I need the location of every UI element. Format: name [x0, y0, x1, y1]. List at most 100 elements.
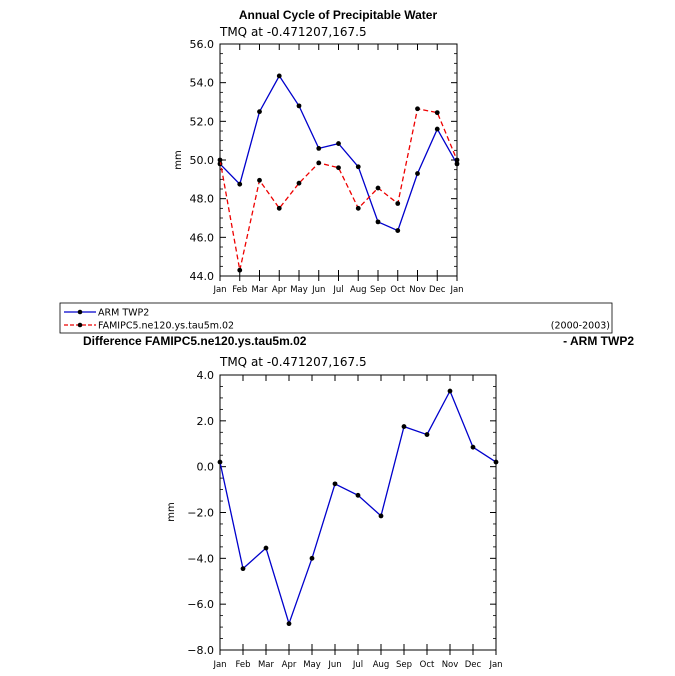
x-tick-label: Nov	[409, 285, 426, 295]
x-tick-label: Aug	[350, 285, 367, 295]
series-point	[286, 621, 292, 627]
y-tick-label: 50.0	[190, 154, 215, 167]
series-point	[375, 185, 381, 191]
series-point	[378, 513, 384, 519]
x-tick-label: Aug	[373, 660, 390, 670]
series-point	[257, 109, 262, 115]
series-point	[336, 141, 341, 146]
y-tick-label: 44.0	[190, 270, 215, 283]
series-point	[316, 146, 322, 151]
series-line-0	[219, 389, 497, 626]
series-point	[276, 205, 282, 211]
x-tick-label: Jan	[212, 660, 226, 670]
series-point	[332, 481, 338, 487]
y-tick-label: 0.0	[197, 461, 215, 474]
x-tick-label: Feb	[232, 285, 247, 295]
series-point	[424, 432, 430, 437]
chart1-subtitle: TMQ at -0.471207,167.5	[219, 25, 367, 39]
y-tick-label: 54.0	[190, 77, 215, 90]
y-tick-label: −2.0	[187, 507, 214, 520]
chart1-title: Annual Cycle of Precipitable Water	[239, 8, 438, 22]
legend-label-famipc5: FAMIPC5.ne120.ys.tau5m.02	[98, 321, 234, 332]
x-tick-label: Jul	[332, 285, 343, 295]
y-tick-label: 4.0	[197, 369, 215, 382]
chart2-title: Difference FAMIPC5.ne120.ys.tau5m.02	[83, 334, 307, 348]
chart1-ylabel: mm	[173, 150, 184, 169]
chart2-axes: −8.0 −6.0 −4.0 −2.0 0.0 2.0 4.0 Jan Feb Mar Apr May…	[187, 369, 502, 670]
series-point	[415, 171, 420, 176]
series-point	[434, 110, 440, 116]
y-tick-label: 56.0	[190, 38, 215, 51]
x-tick-label: Jun	[311, 285, 325, 295]
x-tick-label: May	[290, 285, 308, 295]
x-tick-label: Jan	[488, 660, 502, 670]
x-tick-label: Sep	[396, 660, 412, 670]
y-tick-label: −6.0	[187, 598, 214, 611]
x-tick-label: Jul	[352, 660, 363, 670]
x-tick-label: Dec	[465, 660, 482, 670]
plot-frame	[219, 374, 497, 651]
chart2-title-right: - ARM TWP2	[563, 334, 634, 348]
series-point	[217, 157, 223, 163]
x-tick-label: Sep	[370, 285, 386, 295]
series-point	[355, 164, 361, 170]
y-tick-label: 46.0	[190, 231, 215, 244]
chart1-axes: 44.0 46.0 48.0 50.0 52.0 54.0 56.0 Jan Feb Mar Apr…	[190, 38, 464, 295]
series-point	[454, 161, 460, 167]
x-tick-label: Jun	[327, 660, 341, 670]
y-tick-label: −8.0	[187, 644, 214, 657]
legend-note: (2000-2003)	[551, 321, 610, 332]
series-point	[336, 165, 341, 171]
legend-marker-famipc5	[77, 322, 83, 328]
x-tick-label: Oct	[390, 285, 405, 295]
y-tick-label: 2.0	[197, 415, 215, 428]
legend-box	[59, 302, 613, 334]
y-tick-label: 48.0	[190, 193, 215, 206]
series-point	[217, 161, 223, 167]
series-line-1	[219, 108, 458, 271]
y-tick-label: −4.0	[187, 552, 214, 565]
x-tick-label: Mar	[251, 285, 268, 295]
series-point	[316, 160, 322, 166]
series-point	[237, 181, 243, 187]
legend-label-arm: ARM TWP2	[98, 308, 149, 319]
series-point	[401, 424, 407, 429]
series-point	[309, 555, 315, 561]
series-point	[276, 73, 282, 79]
series-point	[375, 219, 381, 225]
chart2-ylabel: mm	[166, 502, 177, 521]
series-line-0	[219, 74, 458, 232]
x-tick-label: Nov	[442, 660, 459, 670]
series-point	[237, 267, 243, 273]
series-point	[355, 205, 361, 211]
legend-marker-arm	[77, 309, 83, 315]
series-point	[217, 459, 223, 465]
series-point	[355, 492, 361, 498]
series-point	[434, 126, 440, 132]
series-point	[493, 459, 499, 465]
plot-frame	[219, 43, 458, 277]
y-tick-label: 52.0	[190, 115, 215, 128]
x-tick-label: Apr	[282, 660, 297, 670]
series-point	[415, 106, 420, 112]
chart2-subtitle: TMQ at -0.471207,167.5	[219, 355, 367, 369]
series-point	[395, 201, 401, 206]
x-tick-label: Jan	[449, 285, 463, 295]
x-tick-label: Oct	[420, 660, 435, 670]
series-point	[263, 545, 269, 551]
series-point	[454, 157, 460, 163]
x-tick-label: Dec	[429, 285, 446, 295]
series-point	[257, 177, 262, 183]
series-point	[296, 103, 302, 109]
x-tick-label: May	[303, 660, 321, 670]
x-tick-label: Feb	[235, 660, 250, 670]
x-tick-label: Apr	[272, 285, 287, 295]
series-point	[296, 180, 302, 186]
x-tick-label: Mar	[258, 660, 275, 670]
series-point	[447, 388, 453, 394]
series-point	[395, 228, 401, 233]
x-tick-label: Jan	[212, 285, 226, 295]
series-point	[470, 444, 476, 450]
series-point	[240, 566, 246, 572]
